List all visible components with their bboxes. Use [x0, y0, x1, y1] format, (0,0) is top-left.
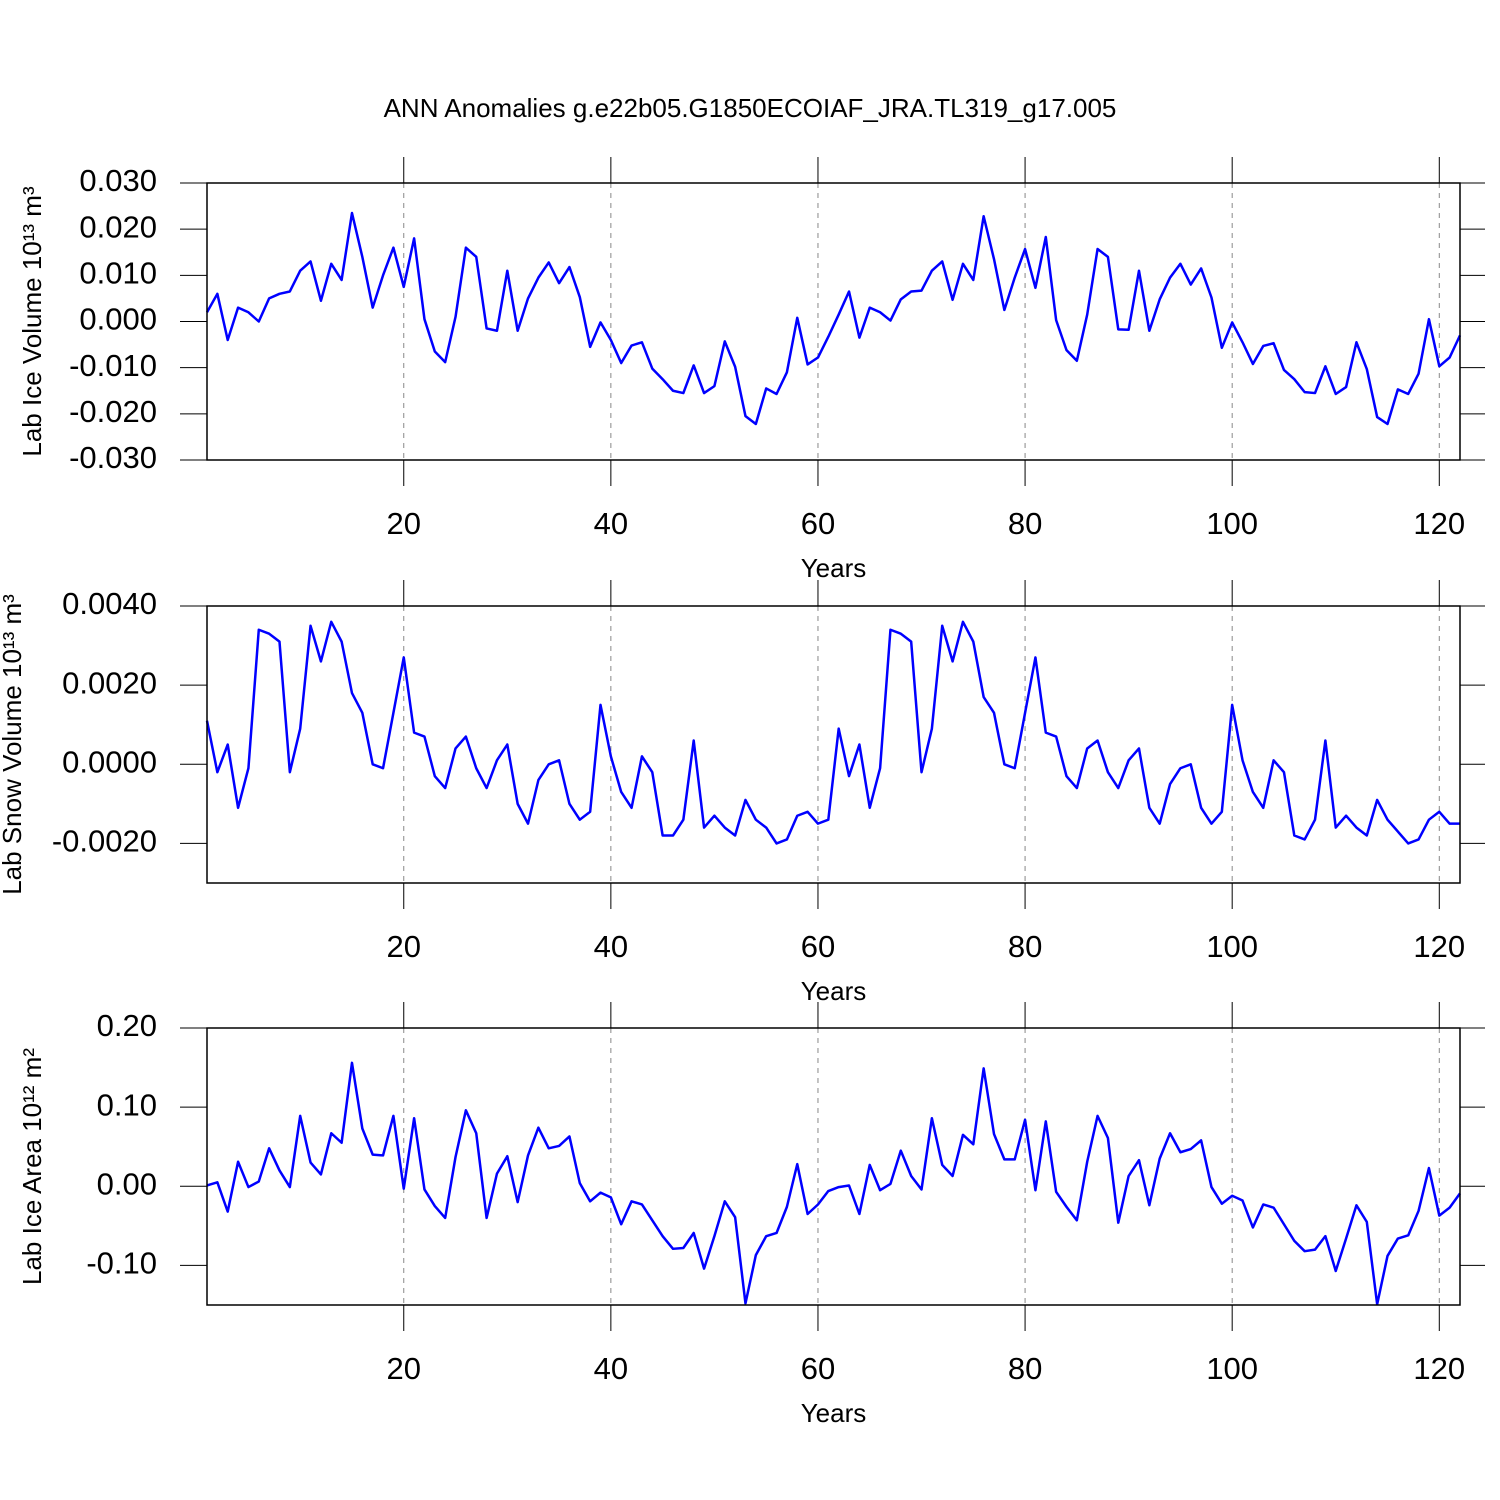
y-tick-label: 0.0000: [62, 744, 157, 779]
y-tick-label: -0.030: [69, 440, 157, 475]
x-tick-label: 100: [1206, 929, 1258, 964]
y-tick-label: 0.010: [79, 256, 157, 291]
x-tick-label: 120: [1413, 506, 1465, 541]
y-tick-label: 0.030: [79, 163, 157, 198]
x-tick-label: 40: [594, 929, 628, 964]
x-tick-label: 80: [1008, 506, 1042, 541]
y-tick-label: 0.0040: [62, 586, 157, 621]
y-tick-label: 0.020: [79, 209, 157, 244]
x-tick-label: 60: [801, 929, 835, 964]
x-tick-label: 40: [594, 506, 628, 541]
plot-frame: [206, 605, 1461, 884]
x-tick-label: 120: [1413, 929, 1465, 964]
x-tick-label: 80: [1008, 1351, 1042, 1386]
x-tick-label: 20: [387, 1351, 421, 1386]
x-tick-label: 100: [1206, 1351, 1258, 1386]
x-tick-label: 20: [387, 506, 421, 541]
y-tick-label: -0.010: [69, 348, 157, 383]
data-line: [205, 211, 1462, 426]
y-tick-label: -0.10: [86, 1246, 157, 1281]
chart-title: ANN Anomalies g.e22b05.G1850ECOIAF_JRA.T…: [384, 93, 1117, 123]
x-tick-label: 20: [387, 929, 421, 964]
y-tick-label: 0.00: [97, 1166, 157, 1201]
y-tick-label: 0.0020: [62, 665, 157, 700]
y-tick-label: 0.000: [79, 302, 157, 337]
x-tick-label: 100: [1206, 506, 1258, 541]
y-axis-label: Lab Ice Area 10¹² m²: [17, 1048, 47, 1285]
plot-frame: [206, 1027, 1461, 1306]
y-tick-label: 0.20: [97, 1008, 157, 1043]
data-line: [206, 1061, 1462, 1306]
x-axis-label: Years: [801, 976, 867, 1006]
y-axis-label: Lab Snow Volume 10¹³ m³: [0, 594, 27, 895]
data-line: [205, 620, 1460, 845]
x-axis-label: Years: [801, 553, 867, 583]
y-tick-label: 0.10: [97, 1087, 157, 1122]
x-tick-label: 40: [594, 1351, 628, 1386]
x-tick-label: 120: [1413, 1351, 1465, 1386]
y-tick-label: -0.0020: [52, 824, 157, 859]
y-tick-label: -0.020: [69, 394, 157, 429]
x-tick-label: 60: [801, 506, 835, 541]
x-tick-label: 80: [1008, 929, 1042, 964]
y-axis-label: Lab Ice Volume 10¹³ m³: [17, 186, 47, 457]
x-axis-label: Years: [801, 1398, 867, 1428]
plot-frame: [206, 182, 1461, 461]
x-tick-label: 60: [801, 1351, 835, 1386]
